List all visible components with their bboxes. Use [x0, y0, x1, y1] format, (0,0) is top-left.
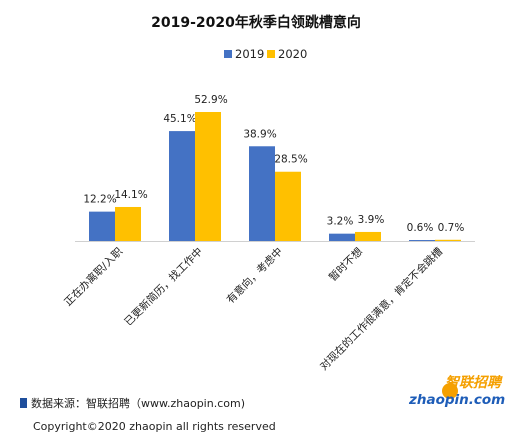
bar-2019-5: [409, 240, 435, 242]
data-label-2020-1: 14.1%: [114, 189, 147, 201]
bars: 12.2%14.1% 45.1% 52.9% 38.9% 28.5% 3.2% 3.9% 0.…: [83, 94, 464, 242]
legend: 2019 2020: [224, 47, 307, 61]
data-label-2019-2: 45.1%: [163, 113, 196, 125]
x-tick-label-1: 正在办离职/入职: [61, 245, 125, 309]
data-label-2019-3: 38.9%: [243, 128, 276, 140]
legend-swatch-2019: [224, 50, 232, 58]
x-tick-label-4: 暂时不想: [326, 245, 365, 284]
logo: 智联招聘 zhaopin.com: [408, 374, 505, 408]
source-marker: [20, 398, 27, 408]
bar-2020-5: [435, 239, 461, 242]
legend-label-2019: 2019: [235, 47, 264, 61]
data-label-2019-5: 0.6%: [407, 222, 434, 234]
data-label-2019-1: 12.2%: [83, 194, 116, 206]
data-label-2020-3: 28.5%: [274, 154, 307, 166]
x-tick-label-3: 有意向，考虑中: [224, 245, 285, 306]
bar-2020-3: [275, 171, 301, 242]
data-label-2020-4: 3.9%: [358, 214, 385, 226]
legend-label-2020: 2020: [278, 47, 307, 61]
logo-en-text: zhaopin.com: [408, 392, 505, 408]
x-tick-label-5: 对现在的工作很满意，肯定不会跳槽: [317, 245, 445, 373]
logo-cn-text: 智联招聘: [445, 374, 503, 391]
bar-2020-4: [355, 231, 381, 242]
bar-2019-1: [89, 211, 115, 242]
data-label-2020-2: 52.9%: [194, 94, 227, 106]
bar-2019-3: [249, 146, 275, 242]
x-tick-label-2: 已更新简历，找工作中: [122, 245, 205, 328]
copyright-text: Copyright©2020 zhaopin all rights reserv…: [33, 420, 276, 433]
legend-swatch-2020: [267, 50, 275, 58]
bar-2020-1: [115, 206, 141, 242]
data-label-2019-4: 3.2%: [327, 216, 354, 228]
data-label-2020-5: 0.7%: [438, 222, 465, 234]
bar-2020-2: [195, 112, 221, 242]
bar-2019-4: [329, 233, 355, 242]
source-text: 数据来源：智联招聘（www.zhaopin.com): [31, 396, 245, 410]
bar-2019-2: [169, 131, 195, 242]
logo-dot-icon: [442, 383, 458, 399]
chart-title: 2019-2020年秋季白领跳槽意向: [151, 14, 361, 31]
